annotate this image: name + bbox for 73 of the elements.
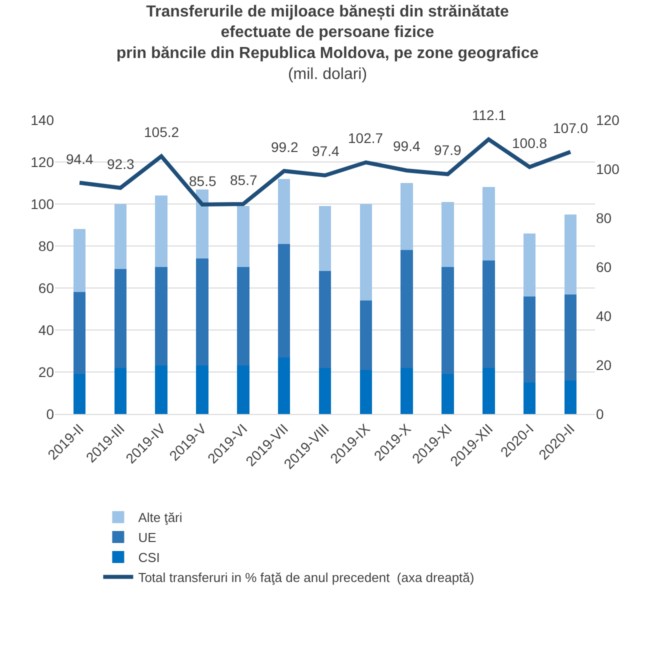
data-label: 107.0: [553, 120, 588, 136]
bar: [360, 204, 372, 301]
bar: [155, 366, 168, 414]
bar: [482, 368, 495, 414]
chart-subtitle: (mil. dolari): [288, 66, 368, 83]
bar: [442, 374, 454, 414]
bar: [196, 189, 208, 259]
bar: [564, 214, 577, 294]
y2-tick-label: 100: [596, 160, 620, 177]
data-label: 99.2: [271, 139, 298, 155]
data-label: 94.4: [66, 151, 94, 167]
legend-label: Total transferuri in % faţă de anul precedent (axa dreaptă): [138, 570, 474, 585]
bar: [155, 267, 168, 366]
data-label: 85.7: [230, 172, 258, 188]
y2-tick-label: 0: [596, 406, 604, 422]
y-tick-label: 140: [30, 112, 54, 128]
y-tick-label: 60: [38, 280, 54, 296]
bar: [523, 233, 536, 296]
bar: [442, 202, 454, 267]
bar: [400, 368, 413, 414]
bar: [73, 374, 86, 414]
bar: [237, 267, 250, 366]
data-label: 85.5: [189, 173, 216, 189]
y2-tick-label: 20: [596, 356, 612, 373]
bar: [400, 183, 413, 250]
data-label: 99.4: [393, 138, 420, 154]
y-tick-label: 40: [38, 322, 54, 338]
bar: [278, 357, 290, 414]
bar: [237, 366, 250, 414]
data-label: 112.1: [472, 107, 506, 123]
bar: [360, 370, 372, 414]
bar: [318, 206, 332, 272]
bar: [114, 368, 127, 414]
y-tick-label: 100: [30, 196, 54, 212]
data-label: 92.3: [107, 156, 134, 172]
legend-label: UE: [138, 530, 157, 546]
legend-label: CSI: [138, 550, 160, 566]
bar: [278, 178, 290, 244]
legend-label: Alte ţări: [138, 510, 182, 526]
y-tick-label: 120: [30, 154, 54, 170]
data-label: 97.4: [312, 143, 340, 159]
y2-tick-label: 40: [596, 308, 612, 324]
bar: [482, 260, 495, 368]
bar: [114, 204, 127, 270]
y-tick-label: 0: [46, 406, 54, 422]
bar: [237, 206, 250, 267]
bar: [318, 368, 332, 414]
y2-tick-label: 60: [596, 258, 612, 275]
data-label: 100.8: [512, 135, 548, 151]
bar: [564, 380, 577, 414]
y2-tick-label: 120: [596, 112, 620, 128]
data-label: 105.2: [144, 124, 180, 140]
bar: [564, 294, 577, 380]
bar: [442, 267, 454, 374]
y-tick-label: 80: [38, 238, 54, 254]
bar: [114, 269, 127, 368]
bar: [278, 244, 290, 358]
bar: [73, 229, 86, 292]
bar: [400, 250, 413, 368]
bar: [482, 187, 495, 261]
bar: [318, 271, 332, 368]
data-label: 102.7: [348, 130, 384, 146]
bar: [360, 300, 372, 370]
bar: [523, 382, 536, 414]
bar: [523, 296, 536, 382]
bar: [73, 292, 86, 374]
chart-title: Transferurile de mijloace bănești din străinătate efectuate de persoane fizice prin băncile din Republica Moldova, pe zone geografice: [116, 3, 539, 62]
bar: [155, 196, 168, 267]
bar: [196, 366, 208, 414]
data-label: 97.9: [434, 142, 462, 158]
bar: [196, 258, 208, 366]
y-tick-label: 20: [38, 364, 54, 380]
y2-tick-label: 80: [596, 210, 612, 226]
